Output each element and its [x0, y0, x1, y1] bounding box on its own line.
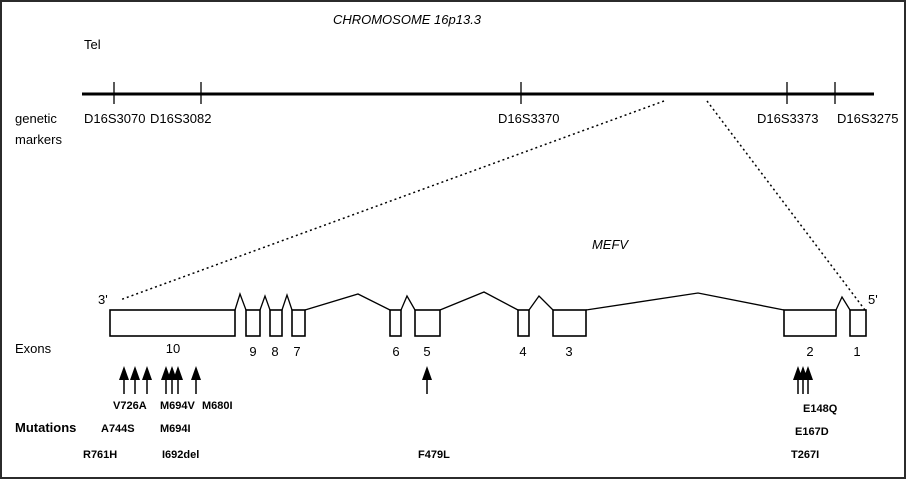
exon-6-box: [389, 309, 402, 337]
mutation-label: M694I: [160, 423, 191, 435]
mutation-label: E167D: [795, 426, 829, 438]
intron-line: [234, 291, 247, 311]
intron-line: [304, 293, 391, 311]
marker-label: D16S3082: [150, 111, 211, 126]
mutation-label: V726A: [113, 400, 147, 412]
exon-number: 4: [519, 344, 526, 359]
marker-label: D16S3370: [498, 111, 559, 126]
zoom-line-right: [706, 100, 866, 311]
mutation-arrow: [803, 366, 813, 394]
exons-label: Exons: [15, 341, 52, 356]
mutation-arrow: [142, 366, 152, 394]
intron-line: [259, 294, 271, 311]
exon-boxes: [109, 309, 867, 337]
exon-7-box: [291, 309, 306, 337]
mutation-arrow: [173, 366, 183, 394]
intron-line: [400, 294, 416, 311]
mutation-arrows: [119, 366, 813, 394]
gene-name: MEFV: [592, 237, 629, 252]
mutation-label: M694V: [160, 400, 196, 412]
marker-ticks: [113, 82, 836, 104]
exon-10-box: [109, 309, 236, 337]
exon-2-box: [783, 309, 837, 337]
exon-3-box: [552, 309, 587, 337]
intron-line: [585, 292, 785, 311]
intron-line: [281, 292, 293, 311]
mutations-label: Mutations: [15, 420, 76, 435]
marker-label: D16S3373: [757, 111, 818, 126]
intron-line: [835, 295, 851, 311]
mutation-arrow: [119, 366, 129, 394]
mutation-label: R761H: [83, 449, 117, 461]
chromosome-title: CHROMOSOME 16p13.3: [333, 12, 482, 27]
mutation-label: F479L: [418, 449, 450, 461]
marker-label: D16S3070: [84, 111, 145, 126]
mutation-label: T267I: [791, 449, 819, 461]
exon-number: 5: [423, 344, 430, 359]
exon-number: 9: [249, 344, 256, 359]
exon-8-box: [269, 309, 283, 337]
marker-label: D16S3275: [837, 111, 898, 126]
intron-line: [439, 291, 519, 311]
mutation-arrow: [130, 366, 140, 394]
exon-number: 2: [806, 344, 813, 359]
mutation-arrow: [422, 366, 432, 394]
exon-number: 6: [392, 344, 399, 359]
genetic-markers-label-line2: markers: [15, 132, 62, 147]
exon-number: 1: [853, 344, 860, 359]
telomere-label: Tel: [84, 37, 101, 52]
exon-5-box: [414, 309, 441, 337]
mutation-arrow: [191, 366, 201, 394]
exon-4-box: [517, 309, 530, 337]
end-3-label: 3': [98, 292, 108, 307]
exon-number: 10: [166, 341, 180, 356]
zoom-line-left: [119, 100, 665, 301]
exon-number: 3: [565, 344, 572, 359]
mutation-label: I692del: [162, 449, 199, 461]
exon-1-box: [849, 309, 867, 337]
intron-line: [528, 294, 554, 311]
mutation-label: A744S: [101, 423, 135, 435]
exon-number: 7: [293, 344, 300, 359]
exon-9-box: [245, 309, 261, 337]
mutation-label: M680I: [202, 400, 233, 412]
exon-number: 8: [271, 344, 278, 359]
end-5-label: 5': [868, 292, 878, 307]
mutation-label: E148Q: [803, 403, 838, 415]
genetic-markers-label-line1: genetic: [15, 111, 57, 126]
